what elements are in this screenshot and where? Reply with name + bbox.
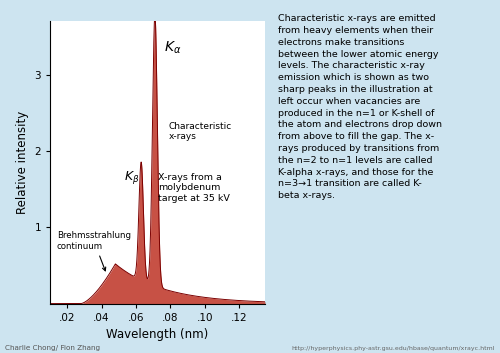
Text: Characteristic x-rays are emitted
from heavy elements when their
electrons make : Characteristic x-rays are emitted from h… [278,14,442,200]
X-axis label: Wavelength (nm): Wavelength (nm) [106,328,208,341]
Text: Brehmsstrahlung
continuum: Brehmsstrahlung continuum [57,231,131,271]
Text: $K_{\alpha}$: $K_{\alpha}$ [164,40,181,56]
Text: $K_{\beta}$: $K_{\beta}$ [124,169,140,186]
Text: Charlie Chong/ Fion Zhang: Charlie Chong/ Fion Zhang [5,345,100,351]
Text: X-rays from a
molybdenum
target at 35 kV: X-rays from a molybdenum target at 35 kV [158,173,230,203]
Text: Characteristic
x-rays: Characteristic x-rays [168,122,232,142]
Y-axis label: Relative intensity: Relative intensity [16,111,29,214]
Text: http://hyperphysics.phy-astr.gsu.edu/hbase/quantum/xrayc.html: http://hyperphysics.phy-astr.gsu.edu/hba… [292,346,495,351]
